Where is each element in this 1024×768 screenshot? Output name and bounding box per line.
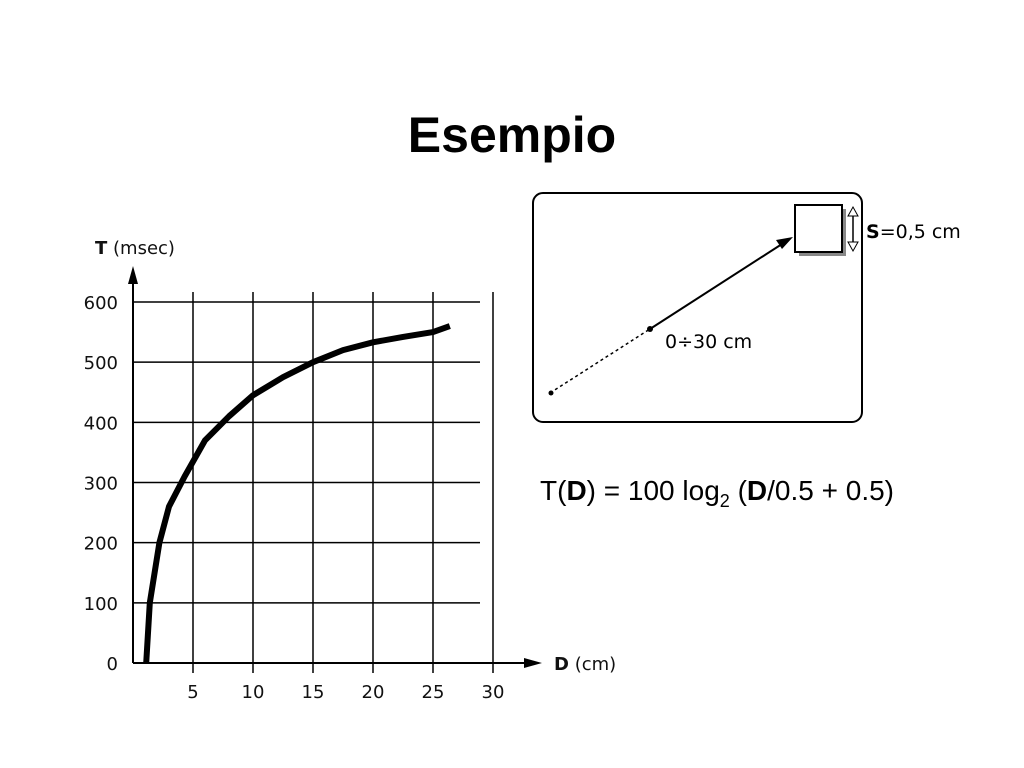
y-label-symbol: T: [95, 238, 108, 259]
size-text: =0,5 cm: [880, 221, 961, 243]
size-arrow-head: [847, 205, 859, 217]
y-tick-label: 100: [84, 594, 118, 615]
y-tick-label: 600: [84, 293, 118, 314]
path-arrow: [776, 237, 793, 249]
path-dashed: [549, 328, 651, 394]
x-tick-label: 30: [482, 682, 505, 703]
x-axis-label: D (cm): [554, 654, 616, 675]
size-arrow-head: [847, 241, 859, 253]
slide-title: Esempio: [408, 107, 616, 163]
x-tick-label: 10: [242, 682, 265, 703]
start-point: [548, 390, 554, 396]
formula-part: ) = 100 log: [587, 475, 720, 506]
formula-part: /0.5 + 0.5): [767, 475, 894, 506]
formula: T(D) = 100 log2 (D/0.5 + 0.5): [540, 475, 894, 511]
y-tick-label: 0: [107, 654, 118, 675]
y-arrow: [128, 266, 138, 284]
formula-part: D: [566, 475, 586, 506]
y-tick-label: 200: [84, 534, 118, 555]
x-arrow: [524, 658, 542, 668]
x-label-unit: (cm): [575, 654, 616, 675]
diagram: S=0,5 cm 0÷30 cm: [532, 192, 961, 423]
y-tick-label: 400: [84, 413, 118, 434]
x-tick-label: 25: [422, 682, 445, 703]
distance-label: 0÷30 cm: [665, 331, 752, 353]
x-label-symbol: D: [554, 654, 569, 675]
path-solid: [649, 243, 783, 330]
y-tick-label: 500: [84, 353, 118, 374]
size-label: S=0,5 cm: [866, 221, 961, 243]
formula-part: T(: [540, 475, 567, 506]
diagram-frame: [532, 192, 863, 423]
y-axis-label: T (msec): [95, 238, 175, 259]
size-symbol: S: [866, 221, 880, 243]
x-tick-label: 15: [302, 682, 325, 703]
x-tick-label: 20: [362, 682, 385, 703]
formula-part: (: [730, 475, 748, 506]
target: [794, 204, 843, 253]
formula-part: D: [747, 475, 767, 506]
y-tick-label: 300: [84, 474, 118, 495]
data-line: [143, 323, 451, 664]
y-label-unit: (msec): [113, 238, 175, 259]
x-tick-label: 5: [187, 682, 198, 703]
formula-subscript: 2: [720, 491, 730, 511]
